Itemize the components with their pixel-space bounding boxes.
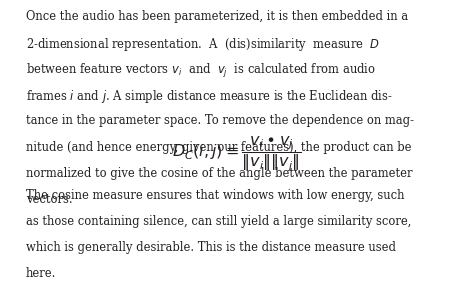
Text: The cosine measure ensures that windows with low energy, such: The cosine measure ensures that windows … bbox=[26, 189, 405, 202]
Text: 2-dimensional representation.  A  (dis)similarity  measure  $D$: 2-dimensional representation. A (dis)sim… bbox=[26, 36, 380, 53]
Text: vectors.: vectors. bbox=[26, 193, 73, 206]
Text: which is generally desirable. This is the distance measure used: which is generally desirable. This is th… bbox=[26, 241, 396, 254]
Text: between feature vectors $v_i$  and  $v_j$  is calculated from audio: between feature vectors $v_i$ and $v_j$ … bbox=[26, 62, 376, 80]
Text: as those containing silence, can still yield a large similarity score,: as those containing silence, can still y… bbox=[26, 215, 411, 228]
Text: $D_C(i,j) \equiv \dfrac{v_i \bullet v_j}{\|v_i\|\|v_j\|}$: $D_C(i,j) \equiv \dfrac{v_i \bullet v_j}… bbox=[172, 135, 302, 174]
Text: frames $i$ and $j$. A simple distance measure is the Euclidean dis-: frames $i$ and $j$. A simple distance me… bbox=[26, 88, 393, 105]
Text: tance in the parameter space. To remove the dependence on mag-: tance in the parameter space. To remove … bbox=[26, 114, 414, 128]
Text: nitude (and hence energy, given our features), the product can be: nitude (and hence energy, given our feat… bbox=[26, 141, 411, 154]
Text: Once the audio has been parameterized, it is then embedded in a: Once the audio has been parameterized, i… bbox=[26, 10, 408, 23]
Text: normalized to give the cosine of the angle between the parameter: normalized to give the cosine of the ang… bbox=[26, 167, 412, 180]
Text: here.: here. bbox=[26, 267, 56, 280]
